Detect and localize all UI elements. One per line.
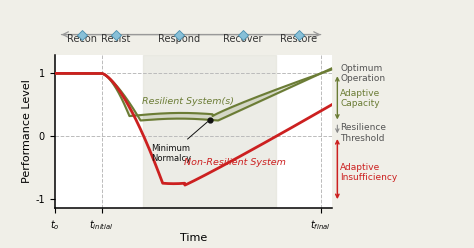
Text: Recover: Recover <box>223 34 263 44</box>
Text: Non-Resilient System: Non-Resilient System <box>184 158 286 167</box>
Text: Resist: Resist <box>101 34 130 44</box>
Text: Restore: Restore <box>280 34 317 44</box>
Text: Resilient System(s): Resilient System(s) <box>142 96 234 105</box>
Text: Optimum
Operation: Optimum Operation <box>340 64 385 83</box>
Text: Recon: Recon <box>67 34 97 44</box>
Bar <box>143 55 276 208</box>
Text: Adaptive
Insufficiency: Adaptive Insufficiency <box>340 163 397 182</box>
Y-axis label: Performance Level: Performance Level <box>22 80 32 183</box>
Text: Minimum
Normalcy: Minimum Normalcy <box>151 122 208 163</box>
X-axis label: Time: Time <box>180 233 207 243</box>
Text: Respond: Respond <box>158 34 201 44</box>
Text: Resilience
Threshold: Resilience Threshold <box>340 123 386 143</box>
Text: Adaptive
Capacity: Adaptive Capacity <box>340 89 380 108</box>
